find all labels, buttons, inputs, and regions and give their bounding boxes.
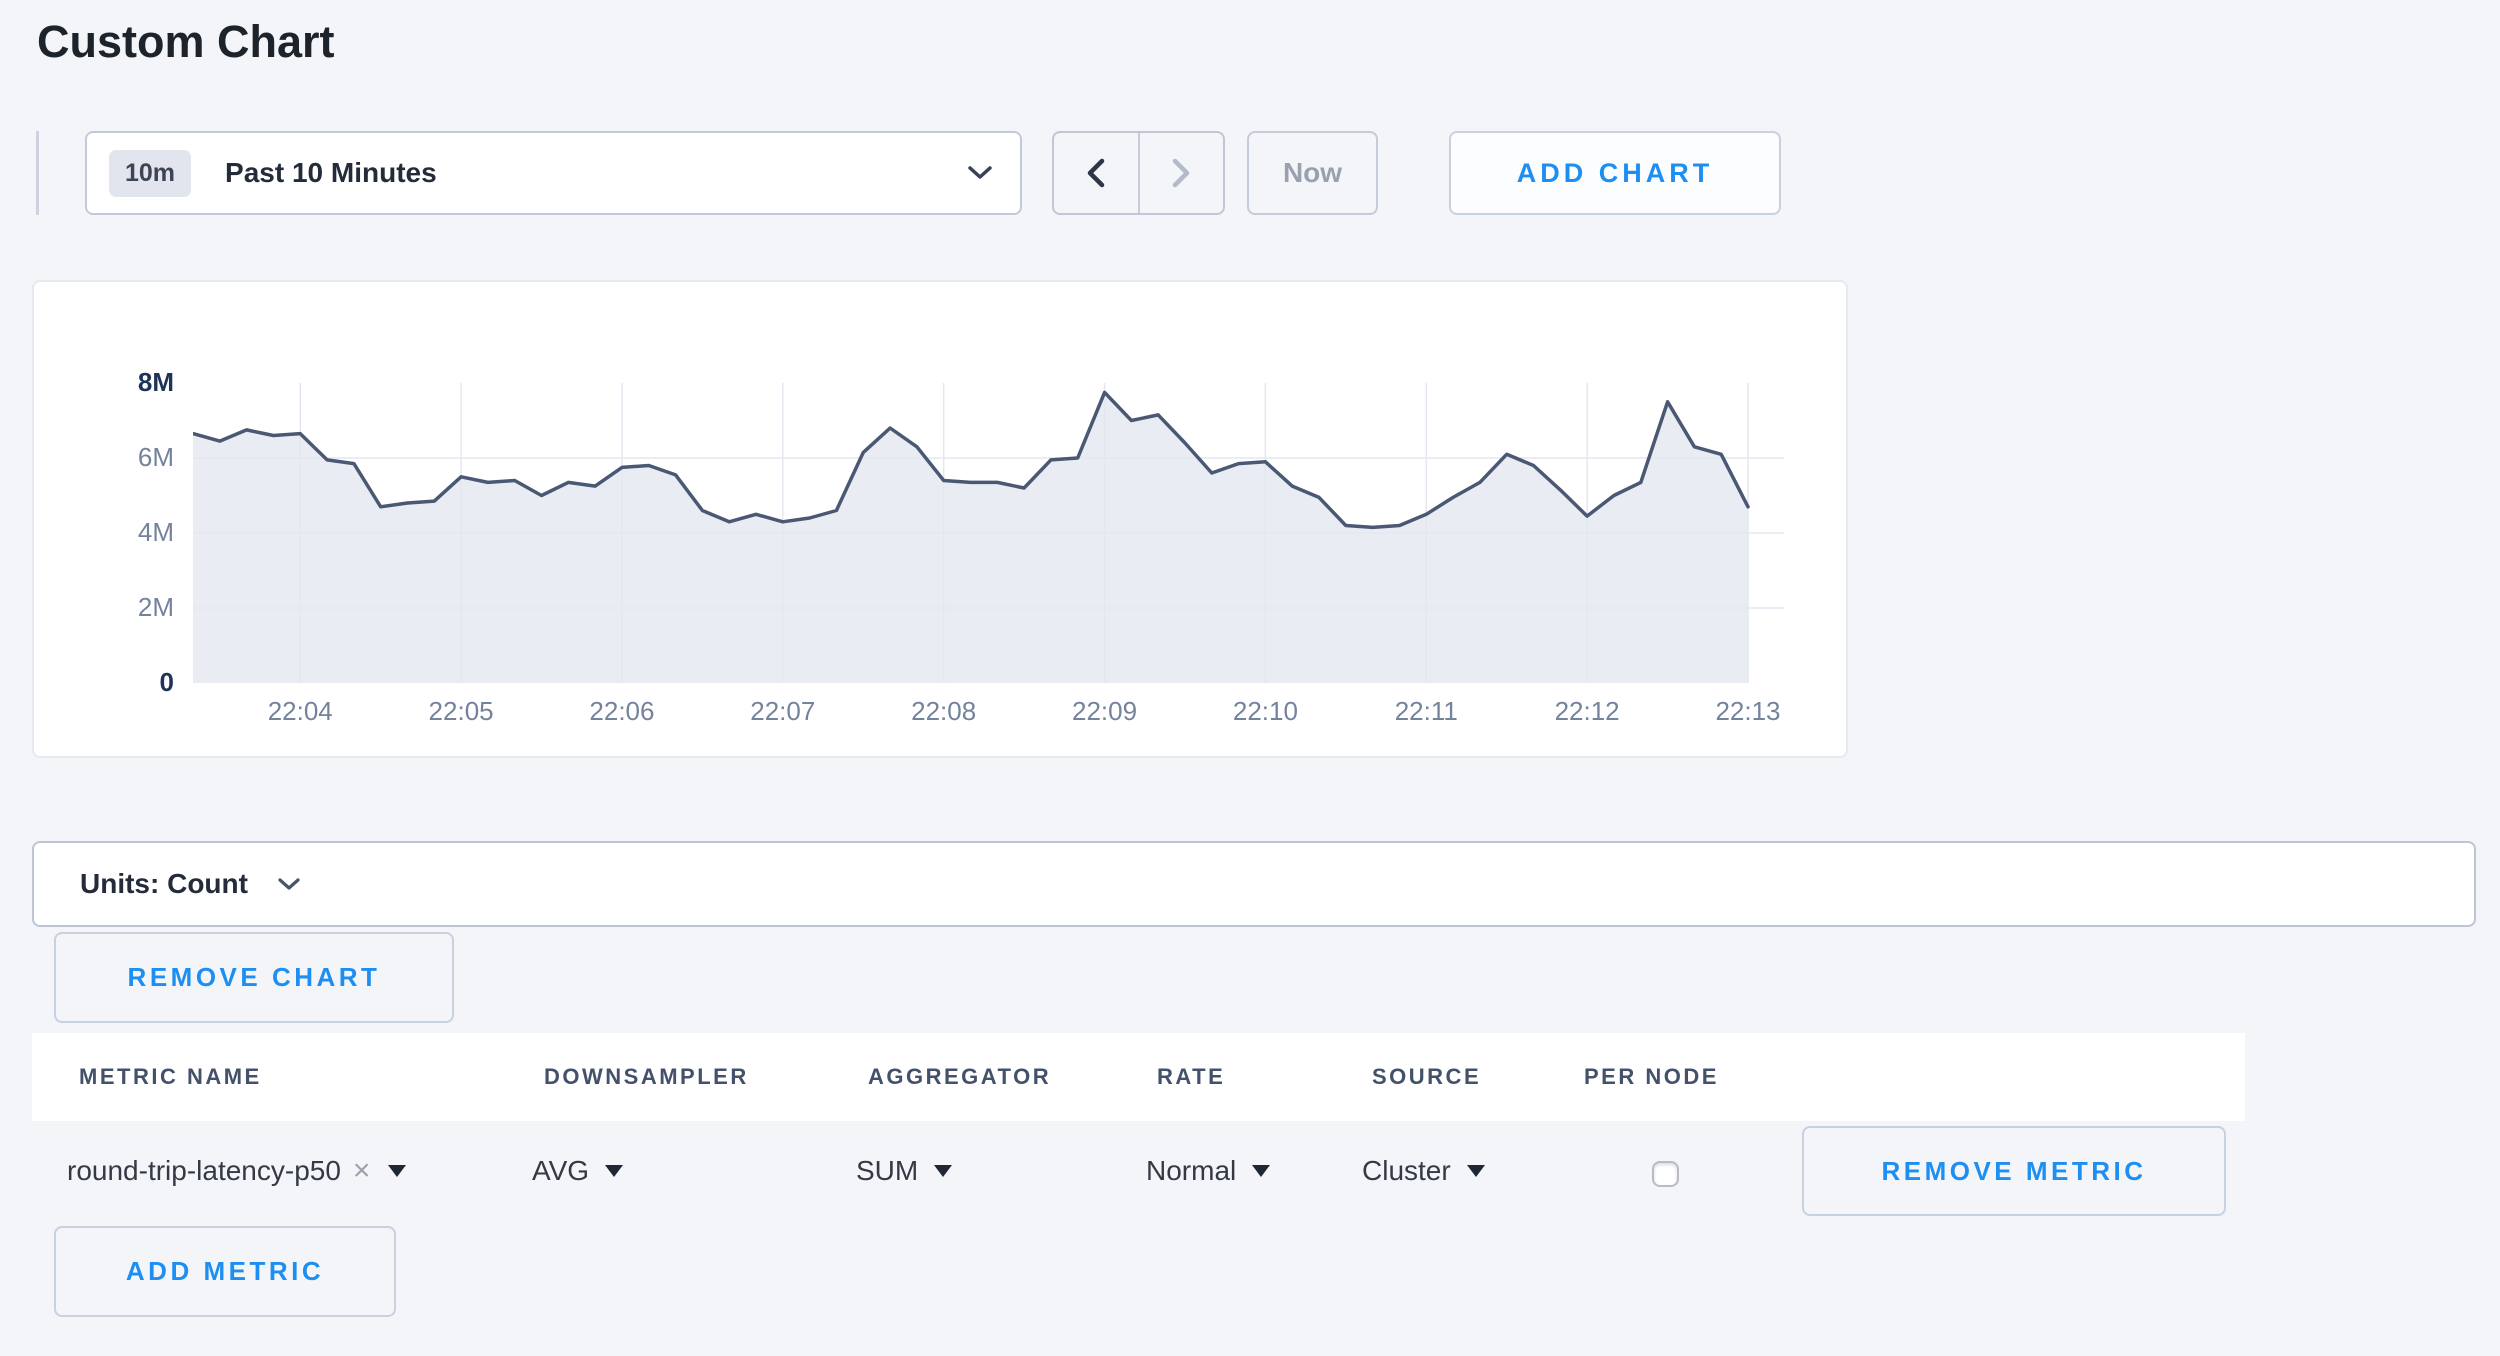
- time-nav-group: [1052, 131, 1225, 215]
- y-axis-tick-label: 6M: [137, 442, 174, 472]
- triangle-down-icon: [1252, 1165, 1271, 1177]
- x-axis-tick-label: 22:06: [589, 696, 655, 726]
- add-metric-label: ADD METRIC: [125, 1256, 325, 1286]
- time-range-dropdown[interactable]: 10m Past 10 Minutes: [85, 131, 1022, 215]
- add-chart-label: ADD CHART: [1516, 157, 1714, 188]
- rate-value: Normal: [1146, 1155, 1237, 1186]
- now-button-label: Now: [1282, 157, 1343, 188]
- add-chart-button[interactable]: ADD CHART: [1449, 131, 1781, 215]
- remove-metric-button[interactable]: REMOVE METRIC: [1802, 1126, 2226, 1216]
- remove-chart-label: REMOVE CHART: [127, 962, 381, 992]
- per-node-checkbox[interactable]: [1652, 1161, 1679, 1187]
- metric-name-value: round-trip-latency-p50: [67, 1155, 341, 1186]
- source-select[interactable]: Cluster: [1362, 1121, 1485, 1221]
- metric-name-select[interactable]: round-trip-latency-p50 ×: [67, 1121, 407, 1221]
- metrics-table-header: METRIC NAME DOWNSAMPLER AGGREGATOR RATE …: [32, 1033, 2245, 1121]
- toolbar-accent-divider: [36, 131, 39, 215]
- downsampler-value: AVG: [532, 1155, 590, 1186]
- source-value: Cluster: [1362, 1155, 1451, 1186]
- x-axis-tick-label: 22:07: [750, 696, 816, 726]
- clear-metric-x-icon[interactable]: ×: [352, 1154, 371, 1187]
- column-header-aggregator: AGGREGATOR: [868, 1064, 1052, 1089]
- chevron-down-icon: [968, 166, 992, 179]
- triangle-down-icon: [388, 1165, 407, 1177]
- y-axis-tick-label: 4M: [137, 517, 174, 547]
- units-label: Units: Count: [80, 868, 248, 899]
- column-header-rate: RATE: [1157, 1064, 1226, 1089]
- column-header-source: SOURCE: [1372, 1064, 1482, 1089]
- time-range-badge: 10m: [109, 149, 192, 197]
- prev-interval-button[interactable]: [1054, 133, 1140, 213]
- time-range-label: Past 10 Minutes: [225, 157, 437, 188]
- x-axis-tick-label: 22:05: [428, 696, 494, 726]
- x-axis-tick-label: 22:12: [1554, 696, 1620, 726]
- next-interval-button[interactable]: [1140, 133, 1224, 213]
- y-axis-tick-label: 8M: [137, 367, 174, 397]
- x-axis-tick-label: 22:04: [267, 696, 333, 726]
- chevron-right-icon: [1173, 158, 1190, 188]
- x-axis-tick-label: 22:11: [1394, 696, 1458, 726]
- metric-row: round-trip-latency-p50 × AVG SUM Normal …: [32, 1121, 2468, 1221]
- aggregator-select[interactable]: SUM: [856, 1121, 953, 1221]
- chevron-left-icon: [1087, 158, 1104, 188]
- x-axis-tick-label: 22:08: [911, 696, 977, 726]
- downsampler-select[interactable]: AVG: [532, 1121, 624, 1221]
- rate-select[interactable]: Normal: [1146, 1121, 1271, 1221]
- triangle-down-icon: [934, 1165, 953, 1177]
- chart-card: 0 2M 4M 6M 8M 22:04 22:05 22:06 22:07 22:08 22:09…: [32, 280, 1848, 758]
- page-title: Custom Chart: [37, 16, 335, 67]
- chevron-down-icon: [278, 877, 300, 890]
- units-dropdown[interactable]: Units: Count: [32, 841, 2476, 927]
- x-axis-tick-label: 22:09: [1072, 696, 1138, 726]
- y-axis-tick-label: 2M: [137, 592, 174, 622]
- triangle-down-icon: [1466, 1165, 1485, 1177]
- y-axis-tick-label: 0: [159, 667, 174, 697]
- column-header-downsampler: DOWNSAMPLER: [544, 1064, 749, 1089]
- triangle-down-icon: [605, 1165, 624, 1177]
- column-header-metric-name: METRIC NAME: [79, 1064, 262, 1089]
- x-axis-tick-label: 22:13: [1715, 696, 1781, 726]
- timeseries-area-chart[interactable]: [193, 383, 1784, 683]
- aggregator-value: SUM: [856, 1155, 919, 1186]
- remove-chart-button[interactable]: REMOVE CHART: [54, 932, 454, 1023]
- x-axis-tick-label: 22:10: [1232, 696, 1298, 726]
- remove-metric-label: REMOVE METRIC: [1881, 1155, 2147, 1186]
- column-header-per-node: PER NODE: [1584, 1064, 1719, 1089]
- add-metric-button[interactable]: ADD METRIC: [54, 1226, 396, 1317]
- now-button[interactable]: Now: [1247, 131, 1378, 215]
